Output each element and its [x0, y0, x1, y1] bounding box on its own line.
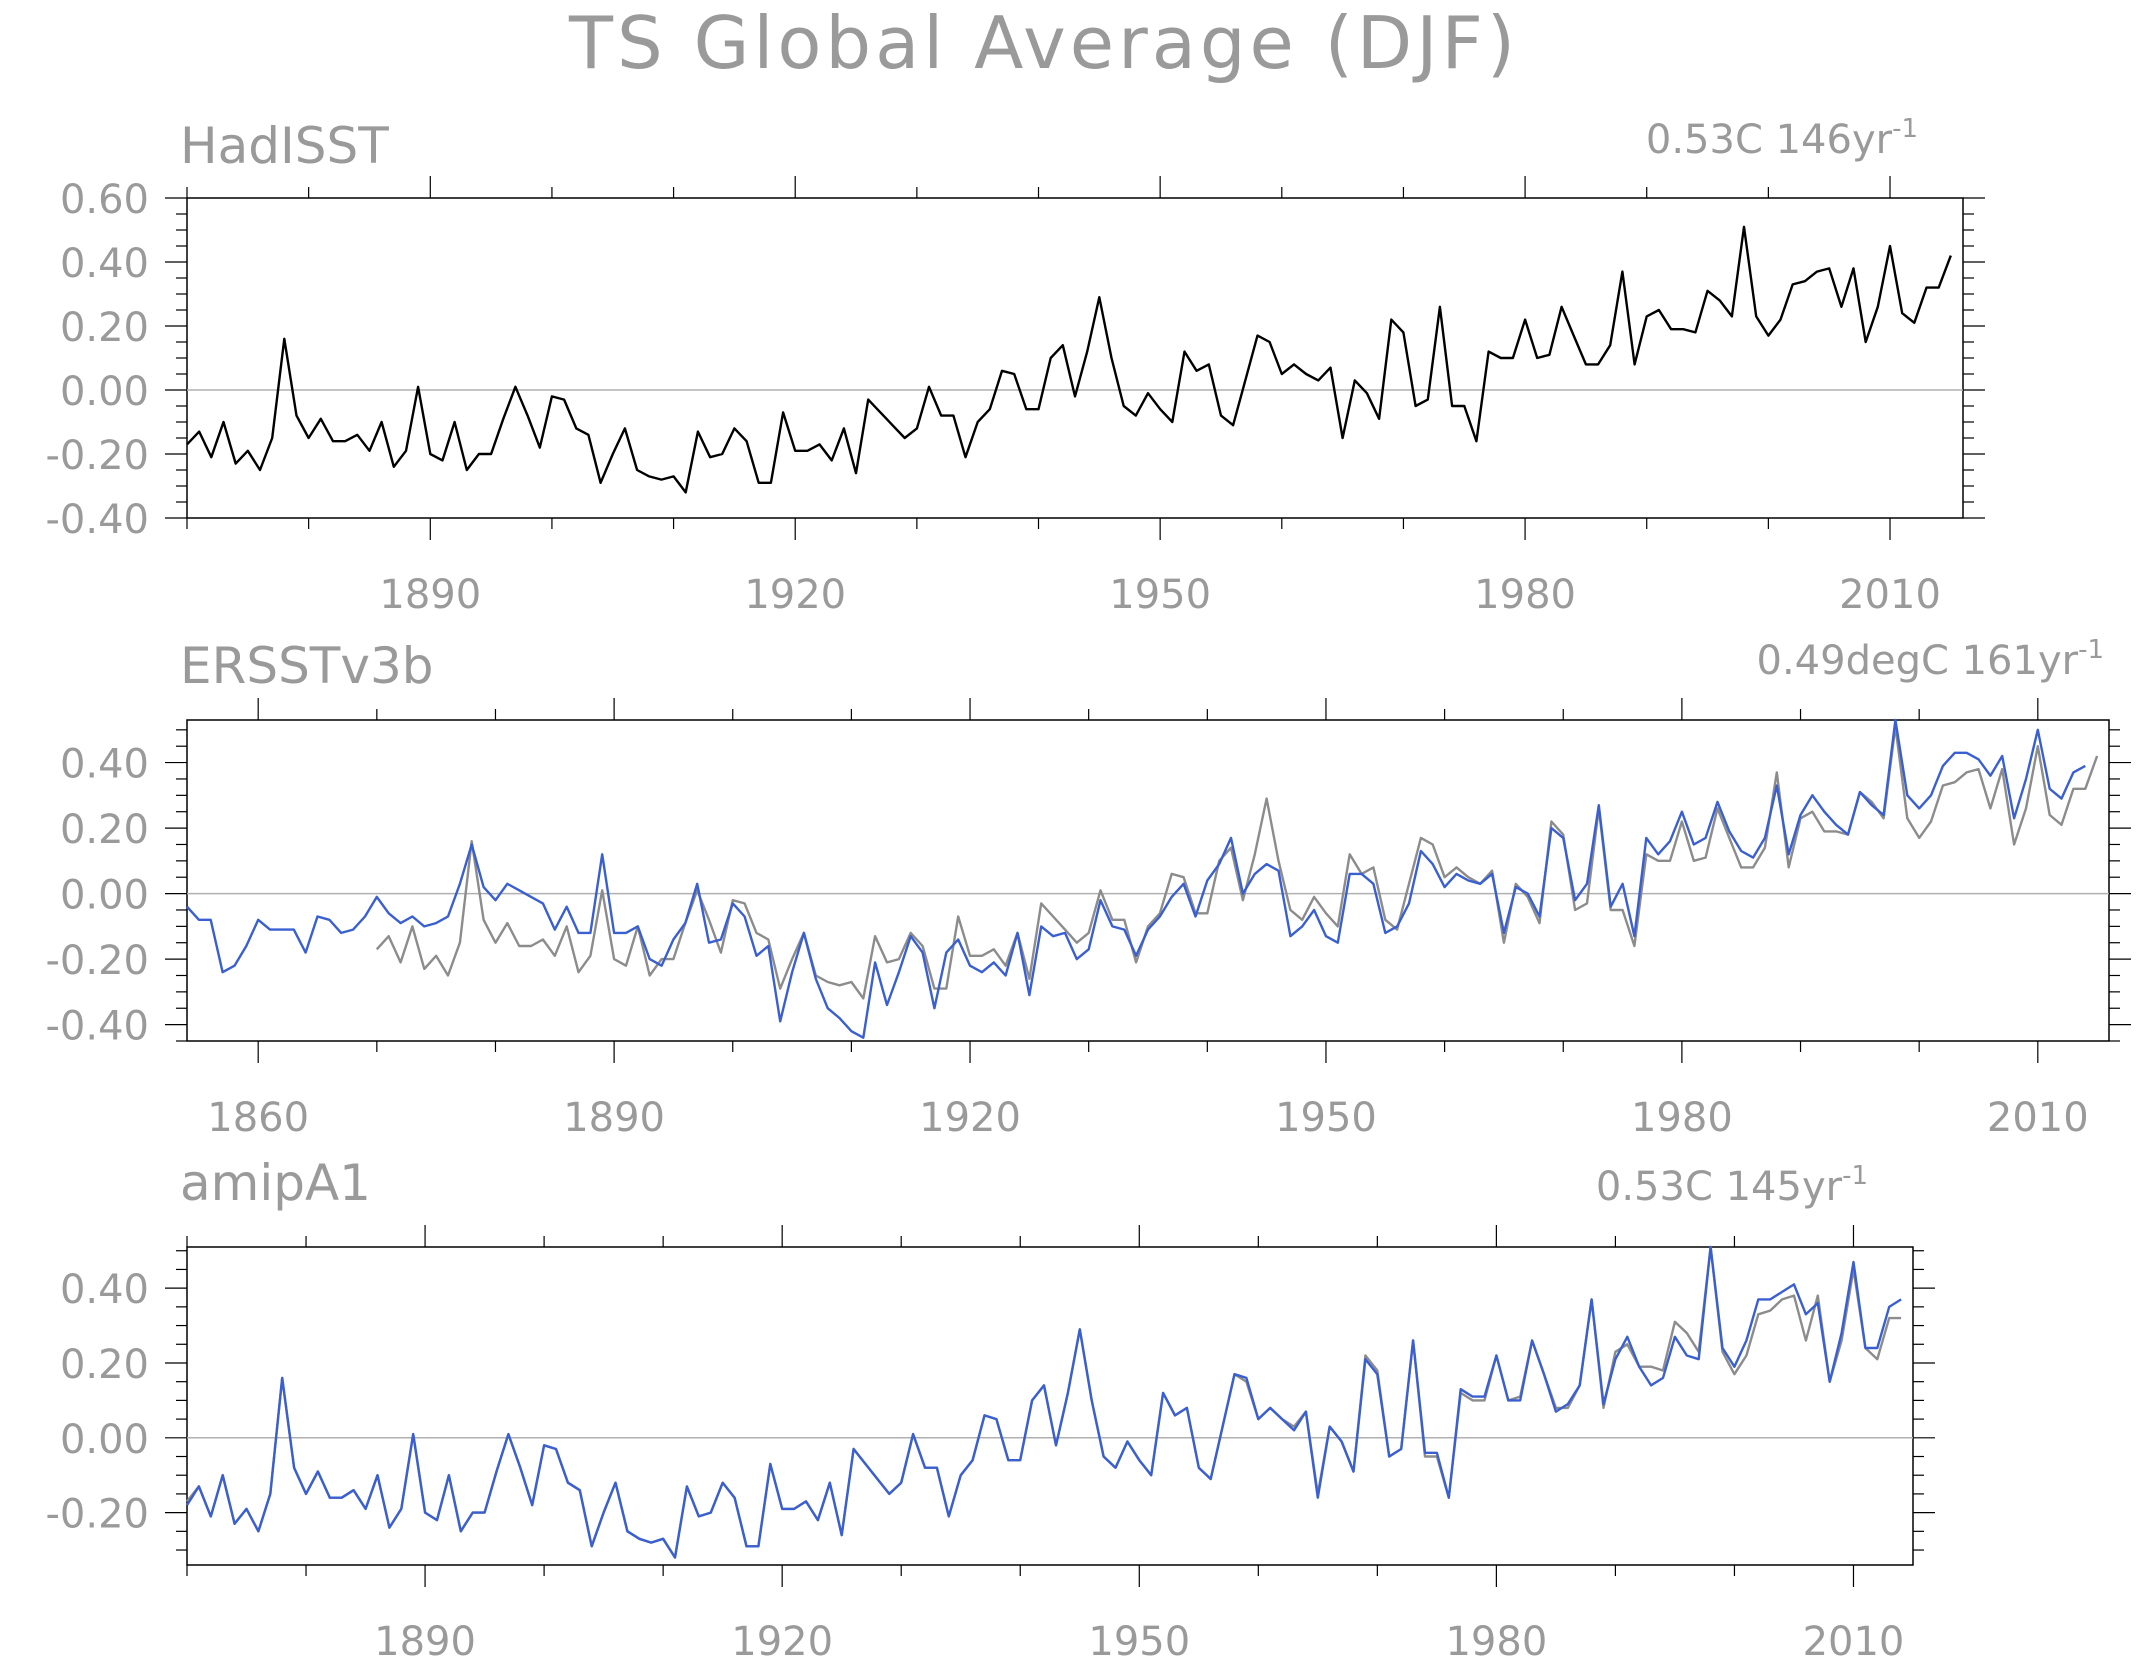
trend-annotation: 0.53C 145yr-1 — [1596, 1161, 1868, 1210]
panel-title: amipA1 — [180, 1154, 371, 1212]
x-tick-label: 1950 — [1088, 1619, 1190, 1661]
x-tick-label: 1920 — [744, 572, 846, 618]
x-tick-label: 1920 — [919, 1095, 1021, 1141]
x-tick-label: 1950 — [1109, 572, 1211, 618]
figure-title: TS Global Average (DJF) — [568, 1, 1519, 85]
x-tick-label: 2010 — [1803, 1619, 1905, 1661]
series-line-1 — [186, 1245, 1902, 1559]
x-tick-label: 1980 — [1631, 1095, 1733, 1141]
panels: HadISST 0.53C 146yr-1-0.40-0.200.000.200.… — [46, 114, 2131, 1661]
series-line-2 — [185, 1245, 1902, 1559]
plot-frame — [186, 1246, 1914, 1566]
y-tick-label: 0.40 — [60, 241, 149, 287]
panel-title: ERSSTv3b — [180, 637, 434, 695]
y-tick-label: -0.20 — [46, 1492, 150, 1538]
y-tick-label: 0.60 — [60, 177, 149, 223]
trend-annotation-superscript: -1 — [2078, 635, 2104, 665]
trend-annotation-text: 0.49degC 161yr — [1757, 638, 2079, 684]
x-tick-label: 1950 — [1275, 1095, 1377, 1141]
y-tick-label: -0.40 — [46, 1004, 150, 1050]
x-tick-label: 1890 — [374, 1619, 476, 1661]
series-line-2 — [186, 718, 2086, 1039]
x-tick-label: 1980 — [1474, 572, 1576, 618]
y-tick-label: 0.20 — [60, 807, 149, 853]
panel-ERSSTv3b: ERSSTv3b 0.49degC 161yr-1 -0.40 -0.20 0.00 0.… — [46, 635, 2131, 1141]
panel-HadISST: HadISST 0.53C 146yr-1 -0.40 -0.20 0.00 0.20 0.… — [46, 114, 1985, 618]
plot-frame — [186, 197, 1964, 519]
x-tick-label: 1920 — [731, 1619, 833, 1661]
y-tick-label: 0.00 — [60, 873, 149, 919]
series-line-1 — [186, 225, 1952, 494]
trend-annotation-superscript: -1 — [1842, 1161, 1868, 1191]
trend-annotation-text: 0.53C 145yr — [1596, 1164, 1843, 1210]
y-tick-label: 0.20 — [60, 1342, 149, 1388]
trend-annotation-superscript: -1 — [1892, 114, 1918, 144]
x-tick-label: 1860 — [207, 1095, 309, 1141]
x-tick-label: 1890 — [563, 1095, 665, 1141]
panel-title: HadISST — [180, 117, 389, 175]
y-tick-label: 0.00 — [60, 369, 149, 415]
trend-annotation: 0.53C 146yr-1 — [1646, 114, 1918, 163]
trend-annotation: 0.49degC 161yr-1 — [1757, 635, 2105, 684]
x-tick-label: 1890 — [379, 572, 481, 618]
y-tick-label: 0.40 — [60, 742, 149, 788]
y-tick-label: 0.40 — [60, 1267, 149, 1313]
x-tick-label: 1980 — [1445, 1619, 1547, 1661]
y-tick-label: -0.20 — [46, 938, 150, 984]
trend-annotation-text: 0.53C 146yr — [1646, 117, 1893, 163]
x-tick-label: 2010 — [1839, 572, 1941, 618]
plot-frame — [186, 719, 2110, 1042]
y-tick-label: 0.20 — [60, 305, 149, 351]
y-tick-label: 0.00 — [60, 1417, 149, 1463]
x-tick-label: 2010 — [1987, 1095, 2089, 1141]
y-tick-label: -0.20 — [46, 433, 150, 479]
y-tick-label: -0.40 — [46, 497, 150, 543]
panel-amipA1: amipA1 0.53C 145yr-1 -0.20 0.00 0.20 0.40 1890… — [46, 1154, 1935, 1661]
